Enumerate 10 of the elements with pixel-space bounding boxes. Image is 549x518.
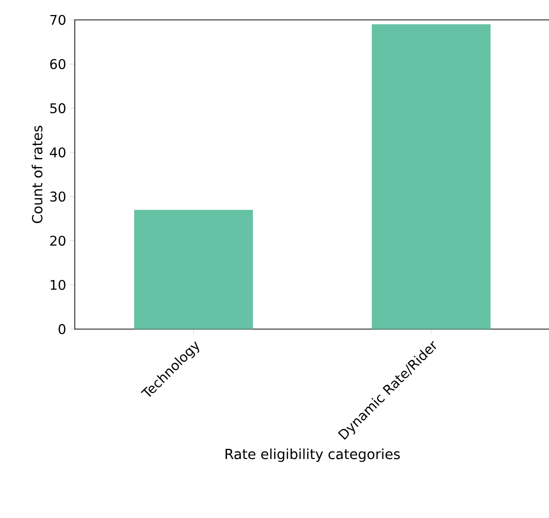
y-tick-label: 50	[50, 103, 66, 114]
y-tick-label: 70	[50, 14, 66, 25]
y-tick-label: 10	[50, 280, 66, 290]
y-tick-label: 60	[50, 59, 66, 70]
y-tick-label: 0	[58, 324, 66, 334]
y-tick-label: 40	[50, 147, 66, 158]
y-tick-label: 30	[50, 192, 66, 202]
y-tick-label: 20	[50, 236, 66, 246]
x-axis-title: Rate eligibility categories	[226, 448, 400, 462]
y-axis-title: Count of rates	[32, 126, 42, 224]
